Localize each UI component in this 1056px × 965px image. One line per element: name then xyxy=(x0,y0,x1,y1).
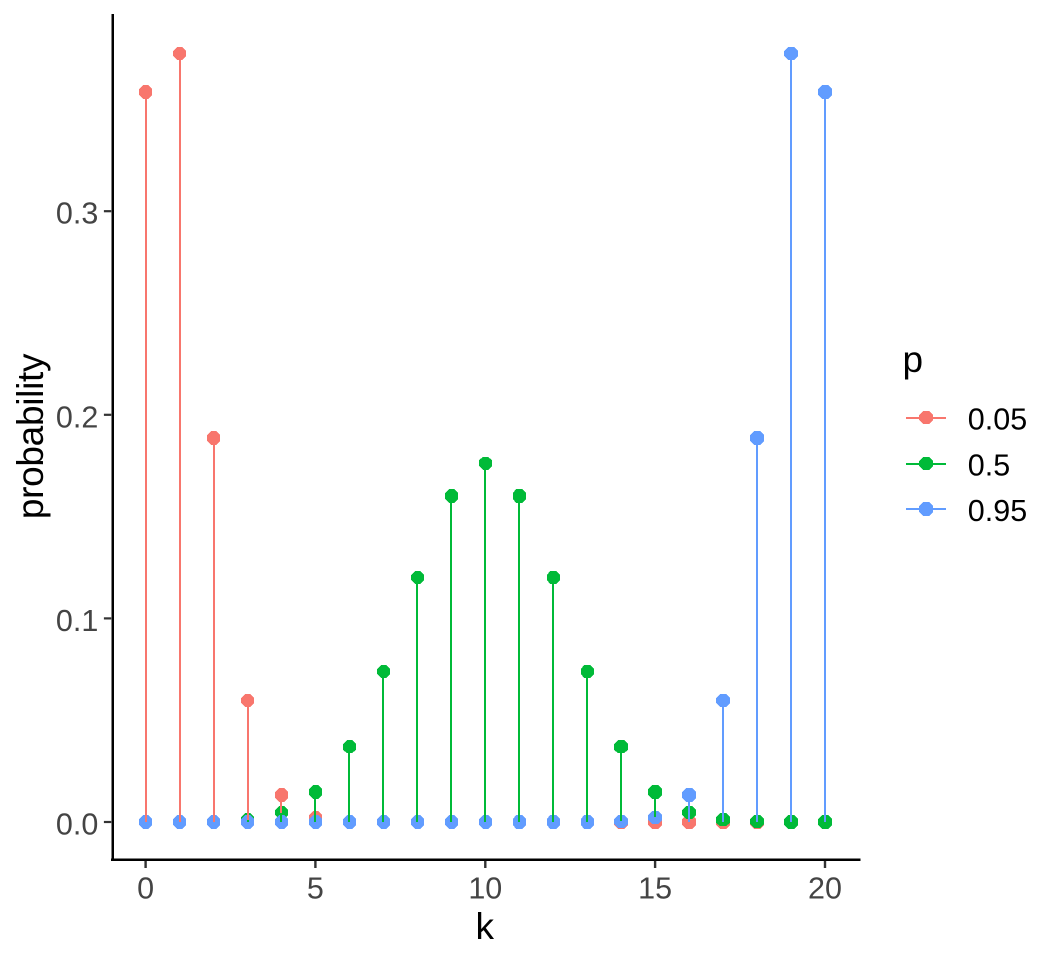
svg-text:0.2: 0.2 xyxy=(56,400,98,434)
svg-text:0.5: 0.5 xyxy=(968,449,1010,483)
svg-text:probability: probability xyxy=(10,353,51,519)
svg-text:20: 20 xyxy=(808,872,842,906)
svg-text:0.3: 0.3 xyxy=(56,197,98,231)
svg-text:k: k xyxy=(475,906,494,947)
svg-text:5: 5 xyxy=(307,872,324,906)
svg-text:0.95: 0.95 xyxy=(968,494,1027,528)
svg-text:0.05: 0.05 xyxy=(968,403,1027,437)
svg-text:0: 0 xyxy=(137,872,154,906)
svg-text:10: 10 xyxy=(468,872,502,906)
svg-text:0.1: 0.1 xyxy=(56,604,98,638)
svg-text:15: 15 xyxy=(638,872,672,906)
svg-text:0.0: 0.0 xyxy=(56,808,98,842)
svg-text:p: p xyxy=(903,339,924,380)
